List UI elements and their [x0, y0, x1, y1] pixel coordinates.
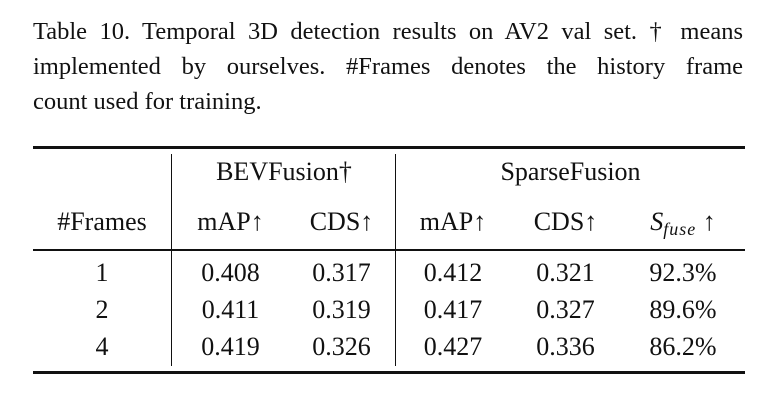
column-header-map: mAP↑ — [419, 207, 487, 236]
table-cell: 1 — [95, 258, 109, 287]
table-cell: 0.317 — [312, 258, 371, 287]
table-cell: 0.336 — [536, 332, 595, 361]
table-cell: 89.6% — [649, 295, 717, 324]
table-bottom-rule — [33, 371, 745, 374]
column-header-cds: CDS↑ — [533, 207, 598, 236]
table-cell: 0.417 — [423, 295, 483, 324]
table-cell: 2 — [95, 295, 109, 324]
caption-line: Table 10. Temporal 3D detection results … — [33, 18, 743, 45]
table-cell: 0.321 — [536, 258, 595, 287]
table-cell: 0.319 — [312, 295, 371, 324]
column-header-cds: CDS↑ — [309, 207, 374, 236]
table-cell: 86.2% — [649, 332, 717, 361]
group-header-sparsefusion: SparseFusion — [500, 157, 641, 186]
table-cell: 0.412 — [423, 258, 483, 287]
table-cell: 0.408 — [201, 258, 260, 287]
table-top-rule — [33, 146, 745, 149]
table-cell: 92.3% — [649, 258, 717, 287]
table-cell: 0.427 — [423, 332, 483, 361]
caption-line: count used for training. — [33, 88, 262, 115]
column-separator — [171, 154, 173, 366]
column-header-map: mAP↑ — [197, 207, 264, 236]
table-cell: 0.419 — [201, 332, 260, 361]
caption-line: implemented by ourselves. #Frames denote… — [33, 53, 743, 80]
group-header-bevfusion: BEVFusion† — [216, 157, 352, 186]
table-caption: Table 10. Temporal 3D detection results … — [33, 14, 743, 119]
sfuse-arrow: ↑ — [696, 207, 716, 236]
column-separator — [395, 154, 397, 366]
sfuse-subscript: fuse — [663, 219, 697, 239]
table-cell: 4 — [95, 332, 109, 361]
column-header-sfuse: Sfuse ↑ — [622, 207, 744, 244]
table-mid-rule — [33, 249, 745, 251]
table-cell: 0.411 — [201, 295, 260, 324]
table-cell: 0.326 — [312, 332, 371, 361]
table-cell: 0.327 — [536, 295, 595, 324]
sfuse-symbol: S — [650, 207, 664, 236]
column-header-frames: #Frames — [57, 207, 147, 236]
